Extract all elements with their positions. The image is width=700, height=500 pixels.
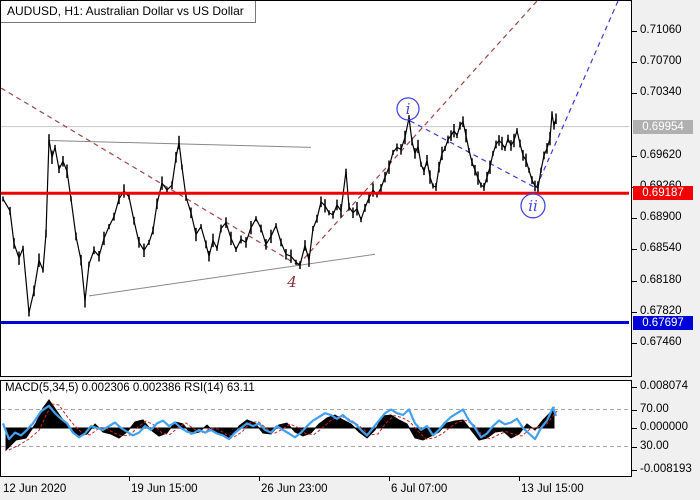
wave-label-i[interactable]: i (406, 100, 411, 118)
indicator-tick-label: 30.00 (640, 440, 669, 452)
time-tick-label: 6 Jul 07:00 (391, 483, 448, 495)
blue-level-badge: 0.67697 (633, 316, 693, 330)
indicator-tick-mark (632, 428, 637, 429)
indicator-tick-mark (632, 470, 637, 471)
time-tick-mark (259, 477, 260, 481)
price-tick-mark (632, 218, 637, 219)
price-tick-mark (632, 312, 637, 313)
main-price-chart[interactable]: i ii 4 AUDUSD, H1: Australian Dollar vs US… (0, 0, 632, 377)
upper-gray-trendline[interactable] (48, 140, 312, 148)
price-tick-mark (632, 93, 637, 94)
indicator-tick-label: 0.008074 (640, 380, 688, 392)
price-axis[interactable]: 0.710600.707000.703400.696200.692600.689… (632, 0, 700, 500)
price-tick-mark (632, 343, 637, 344)
macd-histogram (5, 399, 555, 452)
blue-wave-dashed[interactable] (409, 1, 619, 189)
price-tick-mark (632, 62, 637, 63)
wave-label-4[interactable]: 4 (286, 273, 297, 291)
price-tick-label: 0.70700 (640, 55, 682, 67)
indicator-label-text: MACD(5,34,5) 0.002306 0.002386 RSI(14) 6… (5, 382, 255, 394)
indicator-panel[interactable]: MACD(5,34,5) 0.002306 0.002386 RSI(14) 6… (0, 380, 632, 477)
price-tick-label: 0.70340 (640, 86, 682, 98)
indicator-label: MACD(5,34,5) 0.002306 0.002386 RSI(14) 6… (5, 382, 255, 394)
lower-gray-trendline[interactable] (88, 253, 376, 297)
time-tick-mark (389, 477, 390, 481)
price-tick-mark (632, 156, 637, 157)
indicator-canvas[interactable] (1, 381, 629, 474)
rsi-line (1, 404, 558, 441)
wave-circle-ii[interactable] (520, 193, 546, 219)
time-tick-mark (129, 477, 130, 481)
price-tick-mark (632, 31, 637, 32)
price-tick-label: 0.69620 (640, 149, 682, 161)
price-tick-mark (632, 249, 637, 250)
price-tick-label: 0.68900 (640, 211, 682, 223)
red-ascending-dashed[interactable] (297, 1, 538, 266)
price-tick-label: 0.67820 (640, 305, 682, 317)
time-tick-label: 13 Jul 15:00 (521, 483, 584, 495)
chart-title-text: AUDUSD, H1: Australian Dollar vs US Doll… (7, 4, 244, 18)
wave-label-ii[interactable]: ii (528, 197, 538, 215)
price-tick-label: 0.68540 (640, 242, 682, 254)
indicator-tick-label: 70.00 (640, 403, 669, 415)
time-tick-mark (519, 477, 520, 481)
indicator-tick-mark (632, 447, 637, 448)
wave-circle-i[interactable] (396, 97, 420, 121)
price-polyline (2, 113, 557, 313)
chart-title: AUDUSD, H1: Australian Dollar vs US Doll… (1, 1, 256, 23)
time-tick-label: 26 Jun 23:00 (261, 483, 328, 495)
price-tick-label: 0.67460 (640, 336, 682, 348)
indicator-tick-label: -0.008193 (640, 463, 692, 475)
indicator-tick-mark (632, 410, 637, 411)
price-tick-label: 0.71060 (640, 24, 682, 36)
time-tick-label: 19 Jun 15:00 (131, 483, 198, 495)
red-level-badge: 0.69187 (633, 186, 693, 200)
time-tick-label: 12 Jun 2020 (3, 483, 67, 495)
indicator-tick-label: 0.000000 (640, 421, 688, 433)
price-tick-mark (632, 281, 637, 282)
current-price-badge: 0.69954 (633, 120, 693, 134)
time-axis[interactable]: 12 Jun 2020 19 Jun 15:00 26 Jun 23:00 6 Jul… (0, 477, 632, 500)
indicator-tick-mark (632, 387, 637, 388)
price-tick-label: 0.68180 (640, 274, 682, 286)
